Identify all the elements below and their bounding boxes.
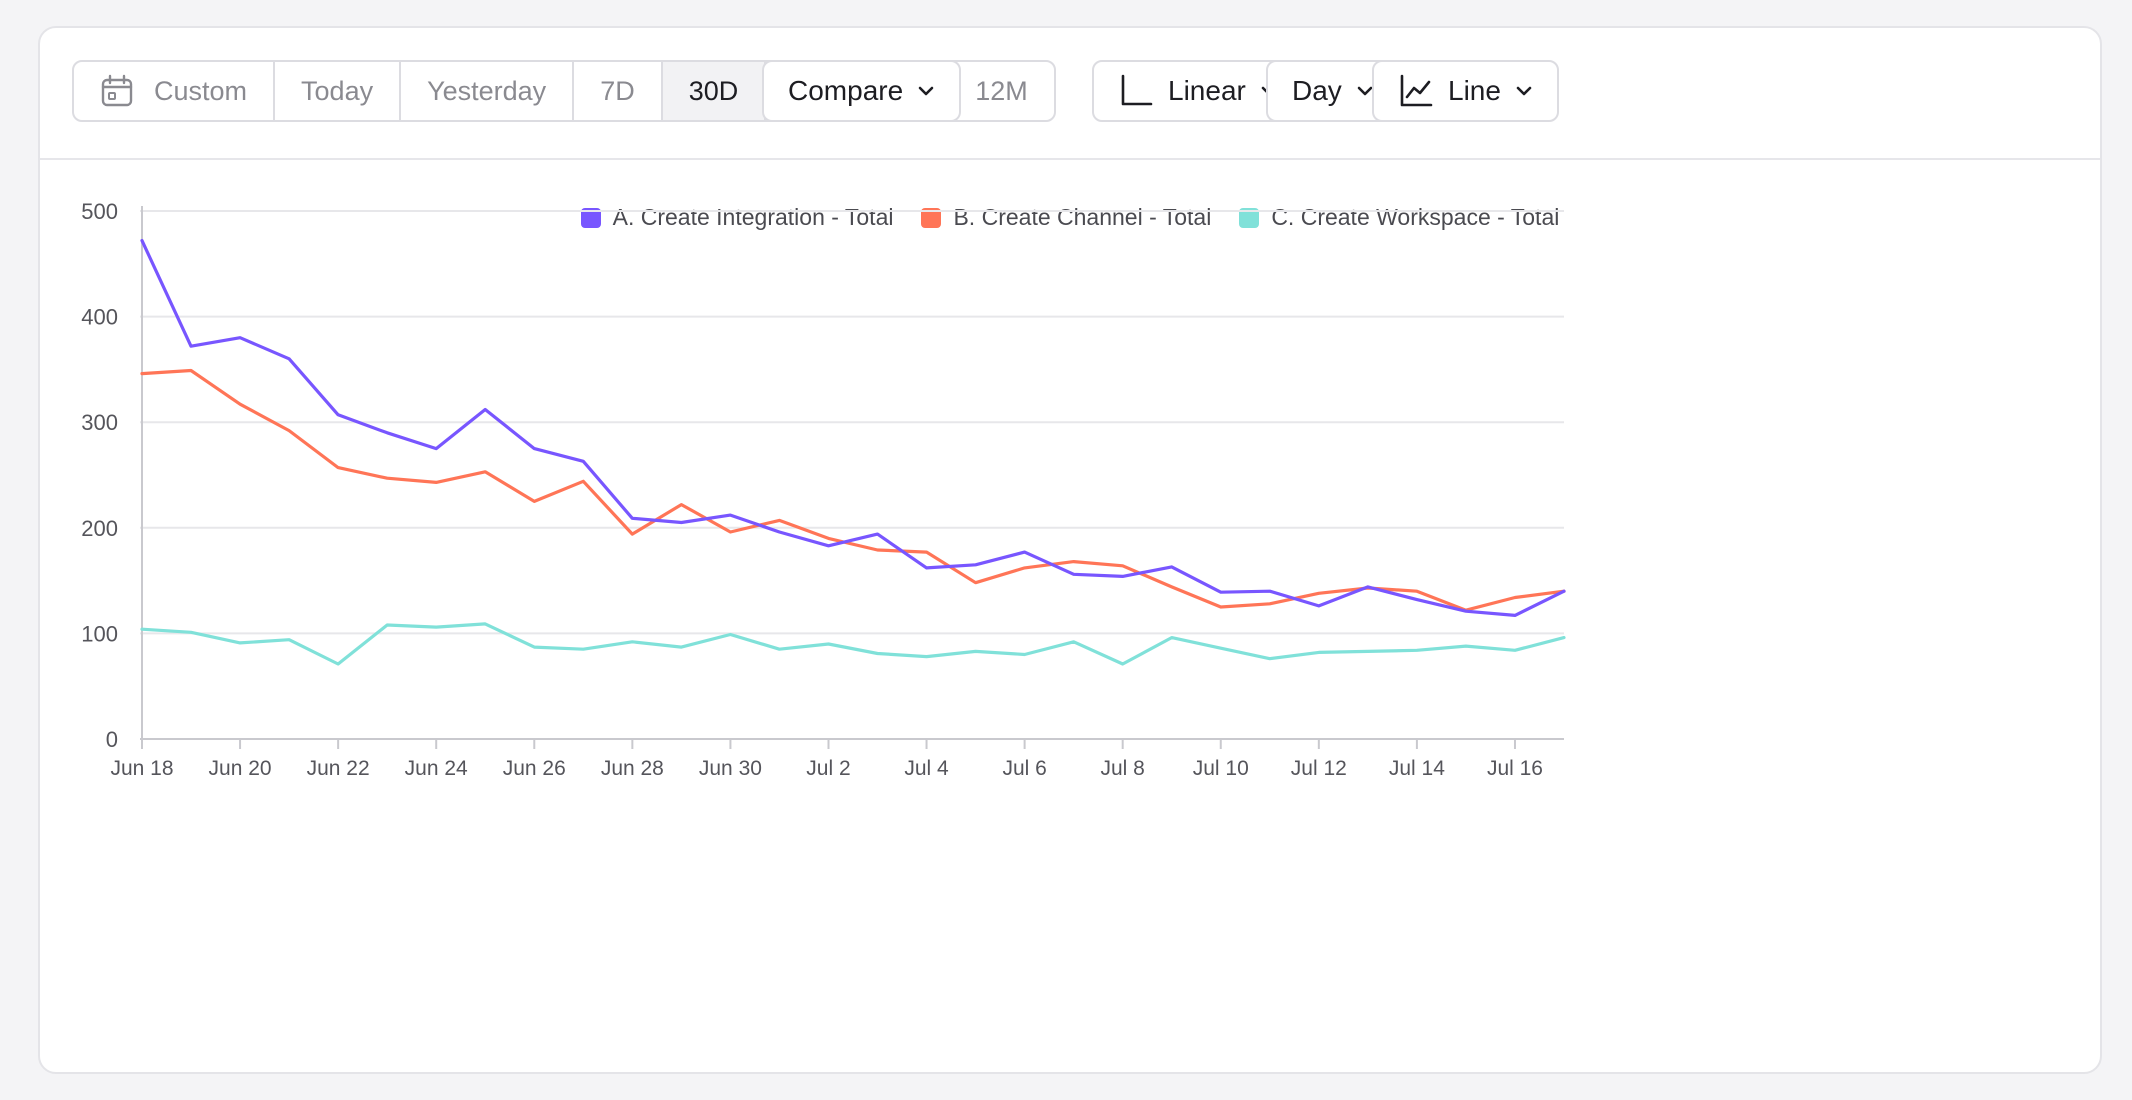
x-tick-label: Jul 12 [1291, 757, 1347, 780]
y-tick-label: 200 [81, 516, 118, 541]
legend-item[interactable]: A. Create Integration - Total [580, 204, 894, 231]
range-label: 30D [688, 75, 739, 106]
legend-swatch [580, 207, 601, 228]
x-tick-label: Jun 20 [209, 757, 272, 780]
x-tick-label: Jul 2 [806, 757, 850, 780]
range-today-button[interactable]: Today [275, 62, 402, 120]
axes-icon [1121, 74, 1153, 106]
x-tick-label: Jun 26 [503, 757, 566, 780]
x-tick-label: Jul 4 [904, 757, 949, 780]
range-label: Custom [154, 75, 248, 106]
insights-card: CustomTodayYesterday7D30D3M6M12M Compare… [38, 26, 2102, 1074]
range-label: Yesterday [427, 75, 547, 106]
plot-area: 0 100 200 300 400 500 Jun 18 Jun 20 Jun 22 Jun 24… [81, 199, 1566, 780]
legend: A. Create Integration - Total B. Create C… [40, 204, 2100, 231]
x-tick-label: Jun 24 [405, 757, 468, 780]
range-30d-button[interactable]: 30D [662, 62, 767, 120]
chevron-down-icon [1357, 86, 1373, 96]
interval-label: Day [1292, 75, 1342, 106]
x-tick-label: Jun 18 [110, 757, 173, 780]
x-tick-label: Jun 30 [699, 757, 762, 780]
compare-button[interactable]: Compare [762, 60, 962, 122]
y-tick-label: 0 [106, 727, 118, 752]
series-line[interactable] [140, 622, 1566, 666]
x-tick-label: Jul 10 [1193, 757, 1249, 780]
series-line[interactable] [140, 238, 1566, 617]
compare-label: Compare [788, 75, 904, 106]
legend-label: A. Create Integration - Total [612, 204, 894, 230]
legend-item[interactable]: C. Create Workspace - Total [1239, 204, 1559, 231]
chart-type-dropdown[interactable]: Line [1372, 60, 1559, 122]
y-tick-label: 400 [81, 305, 118, 330]
legend-item[interactable]: B. Create Channel - Total [921, 204, 1211, 231]
range-yesterday-button[interactable]: Yesterday [401, 62, 575, 120]
x-tick-label: Jun 28 [601, 757, 664, 780]
chevron-down-icon [1516, 86, 1532, 96]
chevron-down-icon [918, 86, 934, 96]
scale-label: Linear [1168, 75, 1246, 106]
series-line[interactable] [140, 368, 1566, 612]
y-tick-label: 500 [81, 199, 118, 224]
x-tick-label: Jul 8 [1101, 757, 1145, 780]
line-chart: A. Create Integration - Total B. Create C… [40, 160, 2100, 1072]
chart-type-label: Line [1448, 75, 1501, 106]
legend-label: B. Create Channel - Total [953, 204, 1212, 230]
y-tick-label: 300 [81, 410, 118, 435]
legend-label: C. Create Workspace - Total [1271, 204, 1560, 230]
legend-swatch [1239, 207, 1260, 228]
y-tick-label: 100 [81, 621, 118, 646]
range-12m-button[interactable]: 12M [949, 62, 1054, 120]
x-tick-label: Jul 16 [1487, 757, 1543, 780]
x-tick-label: Jul 14 [1389, 757, 1445, 780]
x-tick-label: Jul 6 [1002, 757, 1046, 780]
x-tick-label: Jun 22 [307, 757, 370, 780]
range-label: 7D [600, 75, 635, 106]
line-chart-icon [1400, 74, 1433, 107]
range-custom-button[interactable]: Custom [74, 62, 276, 120]
toolbar: CustomTodayYesterday7D30D3M6M12M Compare… [40, 28, 2100, 160]
range-7d-button[interactable]: 7D [574, 62, 663, 120]
calendar-icon [101, 74, 133, 107]
legend-swatch [921, 207, 942, 228]
range-label: Today [301, 75, 374, 106]
date-range-selector: CustomTodayYesterday7D30D3M6M12M [72, 60, 1056, 122]
range-label: 12M [975, 75, 1028, 106]
